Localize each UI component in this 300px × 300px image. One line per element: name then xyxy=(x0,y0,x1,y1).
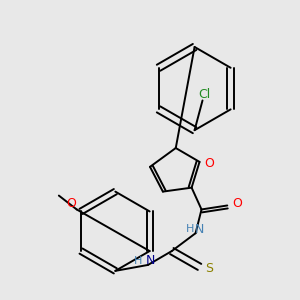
Text: S: S xyxy=(206,262,213,275)
Text: N: N xyxy=(195,223,204,236)
Text: H: H xyxy=(134,256,142,266)
Text: Cl: Cl xyxy=(198,88,211,101)
Text: O: O xyxy=(232,197,242,210)
Text: H: H xyxy=(185,224,194,234)
Text: O: O xyxy=(205,158,214,170)
Text: O: O xyxy=(66,197,76,210)
Text: N: N xyxy=(145,254,155,268)
